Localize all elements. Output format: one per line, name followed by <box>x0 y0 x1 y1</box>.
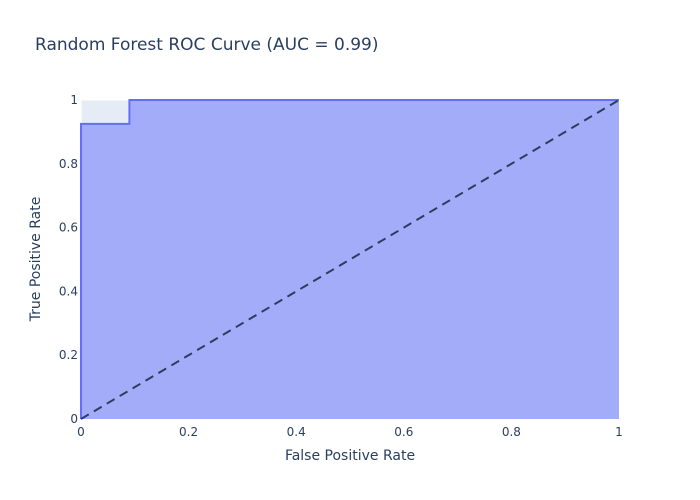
x-tick-label: 0 <box>77 425 85 439</box>
chart-title: Random Forest ROC Curve (AUC = 0.99) <box>35 35 379 55</box>
y-tick-label: 0.2 <box>59 348 78 362</box>
x-tick-label: 0.4 <box>287 425 306 439</box>
y-tick-label: 0.6 <box>59 221 78 235</box>
y-axis-ticks: 0 0.2 0.4 0.6 0.8 1 <box>59 93 78 426</box>
x-tick-label: 0.8 <box>502 425 521 439</box>
y-tick-label: 1 <box>70 93 78 107</box>
x-axis-title: False Positive Rate <box>285 448 415 464</box>
x-tick-label: 0.6 <box>394 425 413 439</box>
x-tick-label: 1 <box>615 425 623 439</box>
roc-curve-line <box>80 99 619 419</box>
y-tick-label: 0 <box>70 412 78 426</box>
plot-area <box>80 99 620 420</box>
x-axis-ticks: 0 0.2 0.4 0.6 0.8 1 <box>77 425 623 439</box>
y-tick-label: 0.8 <box>59 157 78 171</box>
x-tick-label: 0.2 <box>179 425 198 439</box>
y-axis-title: True Positive Rate <box>28 197 44 323</box>
y-tick-label: 0.4 <box>59 284 78 298</box>
